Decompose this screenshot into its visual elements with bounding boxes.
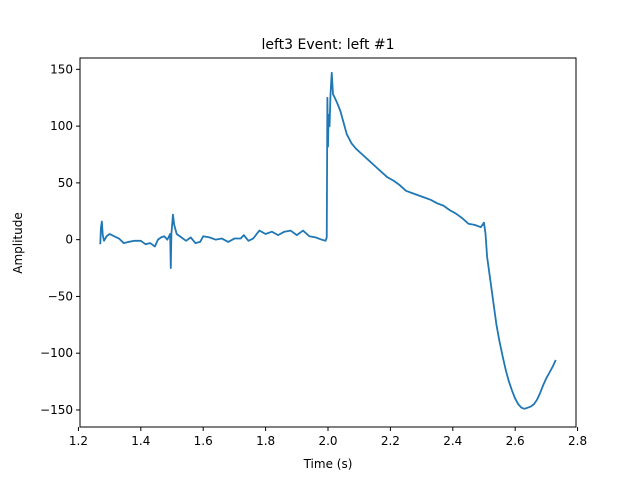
x-tick-label: 1.6 [194,434,213,448]
y-axis: −150 −100 −50 0 50 100 150 [40,62,80,417]
x-tick-label: 2.6 [506,434,525,448]
x-tick-label: 1.4 [131,434,150,448]
y-tick-label: −150 [40,403,73,417]
y-tick-label: 50 [58,176,73,190]
y-tick-label: −50 [48,289,73,303]
x-tick-label: 2.2 [381,434,400,448]
x-tick-label: 2.4 [443,434,462,448]
chart-title: left3 Event: left #1 [261,37,394,53]
y-tick-label: 0 [65,233,73,247]
series-layer [99,71,557,410]
x-tick-label: 2.8 [568,434,587,448]
y-axis-label: Amplitude [11,212,25,274]
x-tick-label: 1.8 [256,434,275,448]
x-tick-label: 2.0 [318,434,337,448]
x-axis: 1.2 1.4 1.6 1.8 2.0 2.2 2.4 2.6 2.8 [69,427,587,448]
x-tick-label: 1.2 [69,434,88,448]
y-tick-label: −100 [40,346,73,360]
x-axis-label: Time (s) [303,457,353,471]
y-tick-label: 150 [50,62,73,76]
y-tick-label: 100 [50,119,73,133]
series-line-0 [99,71,557,410]
